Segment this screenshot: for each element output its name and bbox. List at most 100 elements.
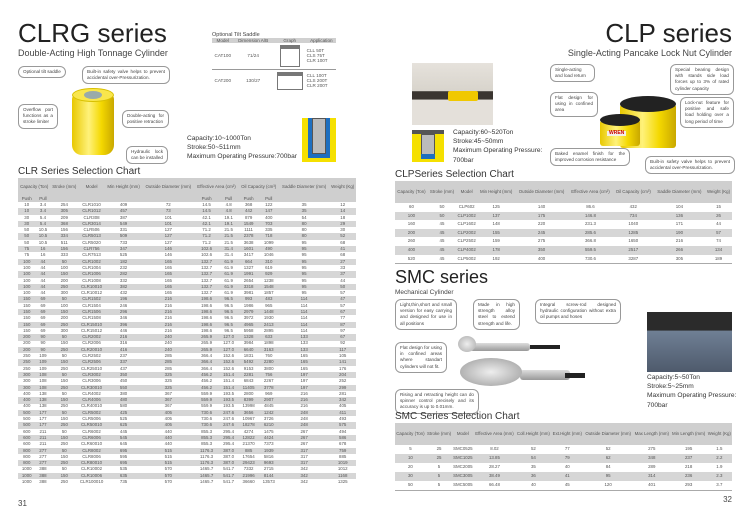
table-cell: CLR5020 (82, 239, 101, 245)
table-row: 100 44 250 CLR10010 382 165 132.7 61.9 3318 1548 9… (18, 283, 356, 291)
table-row: 150 69 150 CLR1506 296 216 198.6 96.5 2979 1448 11… (18, 309, 356, 316)
table-cell: 1111 (244, 227, 253, 233)
table-cell: 3800 (263, 365, 274, 371)
table-cell: 127 (164, 239, 172, 245)
table-cell: 29423 (238, 460, 259, 467)
table-cell: 25 (425, 454, 453, 463)
table-cell: 165 (300, 353, 308, 359)
table-cell: 405 (164, 416, 172, 422)
table-cell: 134 (705, 245, 732, 255)
table-cell: CLR8006 (82, 453, 101, 459)
table-cell: 388 (39, 466, 47, 472)
table-row: 200 90 50 CLR2002 216 240 265.9 127.0 1328 633 133… (18, 334, 356, 341)
table-cell: 45 (439, 238, 445, 244)
table-cell: 10 (24, 201, 30, 207)
table-row: 10 3.4 305 CLR1012 457 73 14.5 4.8 442 147 35 14 (18, 208, 356, 215)
table-cell: 30 (395, 472, 426, 481)
table-cell: 50 (18, 233, 36, 240)
table-cell: 625 (104, 422, 143, 429)
table-cell: 929 (258, 271, 279, 278)
table-cell: 440 (164, 441, 172, 447)
table-cell: 275 (648, 446, 656, 452)
table-cell: 440 (164, 428, 172, 434)
table-cell: 216 (164, 327, 172, 333)
th-model: Model (78, 178, 105, 196)
table-cell: 342 (278, 472, 330, 480)
table-cell: 35 (530, 464, 536, 470)
table-cell: 295.4 (218, 434, 239, 442)
table-cell: 80 (278, 233, 330, 240)
table-cell: 114 (300, 302, 308, 308)
table-cell: 300 (60, 327, 68, 333)
table-cell: 300 (60, 290, 68, 296)
table-cell: 62 (583, 454, 634, 463)
column-header: Oil Capacity (cm³) (612, 181, 654, 203)
table-cell: 993 (238, 296, 259, 303)
table-cell: 198.6 (201, 315, 213, 321)
table-cell: 2895 (263, 327, 274, 333)
callout-single-acting: Single-acting and load return (550, 64, 595, 83)
table-cell: 240 (142, 346, 195, 354)
table-cell: 40 (530, 482, 536, 488)
table-cell: 366.8 (584, 238, 596, 244)
table-cell: 1176.3 (194, 460, 219, 467)
table-cell: 159 (492, 238, 500, 244)
table-cell: 165 (142, 271, 195, 278)
table-cell: 1046 (263, 252, 274, 258)
table-cell: 137 (477, 211, 516, 221)
table-row: 400 138 250 CLR40010 580 367 559.9 193.5 13998 48… (18, 404, 356, 410)
table-cell: 31.4 (224, 252, 233, 258)
table-cell: 635 (104, 472, 143, 480)
table-cell: CLR2006 (82, 340, 101, 346)
th-pull: Pull (35, 196, 51, 202)
callout-screw-rod: Integral screw-rod designed hydraulic co… (535, 299, 621, 324)
page-number-left: 31 (18, 499, 27, 508)
table-cell: 45 (427, 245, 457, 255)
table-cell: 969 (265, 390, 273, 396)
table-cell: 193.5 (218, 397, 239, 404)
table-cell: 9693 (258, 460, 279, 467)
table-cell: 156 (50, 246, 79, 253)
table-cell: 2517 (612, 245, 654, 255)
table-cell: 237 (670, 454, 707, 463)
table-cell: 69 (35, 296, 51, 303)
table-cell: 68 (340, 252, 346, 258)
th-oil-capacity: Oil Capacity (cm³) (238, 178, 279, 196)
table-cell: CLR2002 (78, 334, 105, 341)
table-cell: 87 (329, 321, 356, 328)
callout-safety-valve: Built-in safety valve helps to prevent a… (82, 66, 170, 85)
table-cell: 350 (515, 245, 569, 255)
table-cell: 2280 (258, 359, 279, 366)
column-header: Model (452, 423, 474, 445)
table-cell: 595 (119, 453, 128, 459)
table-cell: SMC2005 (453, 464, 473, 470)
table-cell: 254 (60, 201, 68, 207)
th-outside-diameter: Outside Diameter (mm) (142, 178, 195, 196)
table-cell: 108 (35, 384, 51, 391)
table-cell: 3778 (258, 384, 279, 391)
table-cell: 401 (648, 482, 656, 488)
table-cell: 54 (301, 214, 307, 220)
table-row: 50 10.5 156 CLR506 331 127 71.2 21.5 1111 335 80 30 (18, 227, 356, 233)
table-cell: 37 (329, 271, 356, 278)
table-cell: 33 (340, 264, 346, 270)
table-cell: 535 (119, 466, 128, 472)
table-cell: 265.9 (194, 346, 219, 354)
table-cell: 619 (265, 264, 273, 270)
callout-safety-valve-clp: Built-in safety valve helps to prevent a… (645, 156, 735, 175)
table-cell: 30 (340, 227, 346, 233)
table-row: 600 211 250 CLR60010 645 440 855.3 295.4 21370 73… (18, 441, 356, 447)
table-cell: 204 (329, 372, 356, 379)
table-cell: 50 (61, 353, 67, 359)
table-cell: 490 (258, 246, 279, 253)
cell: CAT200 (214, 77, 232, 83)
table-cell: 90 (35, 346, 51, 354)
table-cell: 45 (439, 221, 445, 227)
table-cell: 200 (60, 315, 68, 321)
table-cell: 3.4 (39, 201, 47, 207)
table-cell: 500 (23, 416, 31, 422)
table-cell: 4965 (238, 321, 259, 328)
table-cell: 411 (329, 409, 356, 417)
table-cell: CLR1010 (82, 201, 101, 207)
table-cell: 21996 (238, 472, 259, 480)
